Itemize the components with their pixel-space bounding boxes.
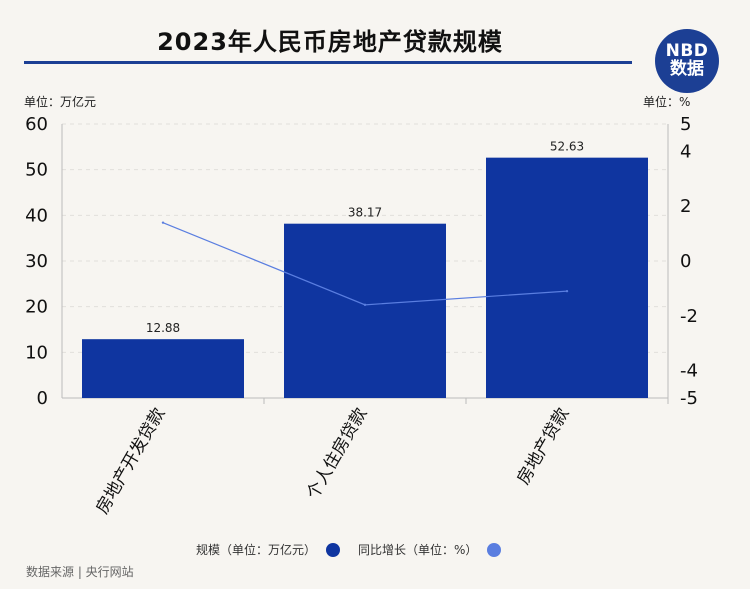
legend: 规模（单位：万亿元） 同比增长（单位：%） xyxy=(196,541,519,558)
x-category-label: 个人住房贷款 xyxy=(303,405,371,503)
y-tick-label-right: -5 xyxy=(680,388,698,409)
growth-point xyxy=(565,289,569,293)
logo-text-data: 数据 xyxy=(670,59,704,79)
growth-point xyxy=(363,303,367,307)
y-tick-label-left: 60 xyxy=(25,114,48,135)
legend-line-swatch xyxy=(487,542,502,557)
y-tick-label-left: 10 xyxy=(25,342,48,363)
y-tick-label-right: -2 xyxy=(680,306,698,327)
bar xyxy=(284,223,446,398)
title-underline xyxy=(24,61,632,64)
y-tick-label-left: 0 xyxy=(37,388,48,409)
bar xyxy=(486,157,648,398)
bar xyxy=(82,339,244,398)
y-tick-label-right: -4 xyxy=(680,361,698,382)
y-tick-label-left: 40 xyxy=(25,205,48,226)
nbd-logo: NBD 数据 xyxy=(655,29,719,93)
left-axis-unit: 单位：万亿元 xyxy=(24,95,97,109)
x-category-label: 房地产贷款 xyxy=(514,405,574,489)
bar-data-label: 12.88 xyxy=(146,321,180,335)
y-tick-label-right: 4 xyxy=(680,141,691,162)
y-tick-label-left: 20 xyxy=(25,297,48,318)
y-tick-label-left: 30 xyxy=(25,251,48,272)
y-tick-label-right: 2 xyxy=(680,196,691,217)
legend-line-label: 同比增长（单位：%） xyxy=(358,543,478,557)
chart-title: 2023年人民币房地产贷款规模 xyxy=(157,28,503,56)
x-category-label: 房地产开发贷款 xyxy=(93,405,170,518)
right-axis-unit: 单位：% xyxy=(643,95,691,109)
y-tick-label-left: 50 xyxy=(25,160,48,181)
legend-bar-label: 规模（单位：万亿元） xyxy=(196,543,317,557)
growth-point xyxy=(161,221,165,224)
data-source: 数据来源 | 央行网站 xyxy=(26,565,134,579)
bar-data-label: 52.63 xyxy=(550,140,584,154)
bar-data-label: 38.17 xyxy=(348,206,382,220)
logo-text-nbd: NBD xyxy=(665,41,709,62)
y-tick-label-right: 0 xyxy=(680,251,691,272)
legend-bar-swatch xyxy=(326,542,341,557)
y-tick-label-right: 5 xyxy=(680,114,691,135)
